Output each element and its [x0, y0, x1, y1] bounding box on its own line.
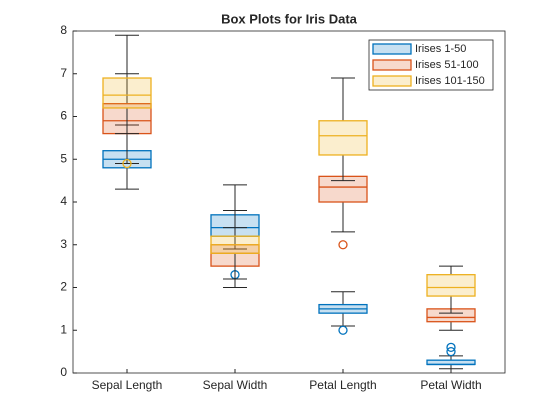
outlier [338, 325, 348, 335]
legend-label: Irises 101-150 [415, 75, 485, 87]
x-tick-label: Petal Width [420, 378, 481, 392]
box-group [102, 34, 152, 169]
legend-swatch [372, 59, 412, 71]
y-tick-label: 8 [60, 23, 67, 37]
legend-swatch [372, 43, 412, 55]
y-tick-label: 5 [60, 151, 67, 165]
box [318, 120, 368, 156]
box-group [318, 291, 368, 335]
x-tick-label: Sepal Length [92, 378, 163, 392]
outlier [122, 158, 132, 169]
chart-title: Box Plots for Iris Data [221, 11, 358, 26]
y-tick-label: 6 [60, 109, 67, 123]
x-tick-label: Petal Length [309, 378, 376, 392]
legend-box [368, 39, 494, 91]
y-tick-label: 7 [60, 66, 67, 80]
legend-label: Irises 51-100 [415, 59, 479, 71]
y-tick-label: 0 [60, 365, 67, 379]
legend: Irises 1-50 Irises 51-100 Irises 101-150 [368, 39, 494, 91]
outlier [446, 346, 456, 357]
outlier [338, 240, 348, 250]
y-tick-label: 1 [60, 322, 67, 336]
x-tick-label: Sepal Width [203, 378, 268, 392]
y-tick-label: 2 [60, 280, 67, 294]
box-group [426, 342, 476, 370]
box-group [318, 77, 368, 182]
legend-swatch [372, 75, 412, 87]
box [426, 274, 476, 297]
outlier [446, 342, 456, 353]
y-tick-label: 4 [60, 194, 67, 208]
legend-label: Irises 1-50 [415, 43, 466, 55]
box-group [210, 210, 260, 280]
y-tick-label: 3 [60, 237, 67, 251]
box [102, 77, 152, 109]
box-group [426, 265, 476, 314]
